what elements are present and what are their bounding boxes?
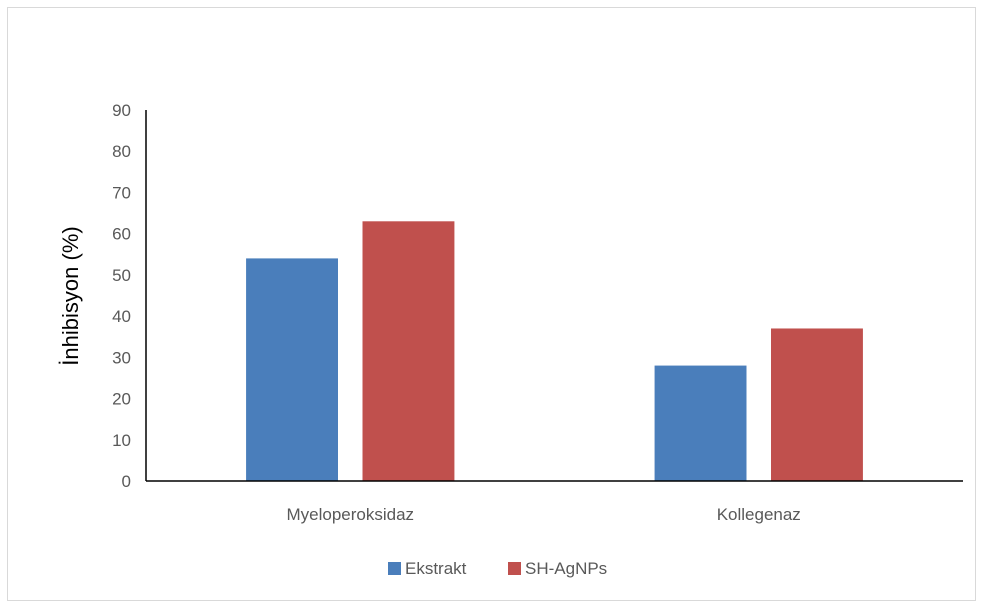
y-tick-label: 80 bbox=[112, 142, 131, 161]
x-category-labels: Myeloperoksidaz Kollegenaz bbox=[286, 505, 800, 524]
y-tick-label: 0 bbox=[122, 472, 131, 491]
bar-ekstrakt-1 bbox=[654, 365, 747, 481]
legend: Ekstrakt SH-AgNPs bbox=[388, 559, 607, 578]
chart-frame bbox=[7, 7, 976, 601]
y-tick-label: 30 bbox=[112, 348, 131, 367]
bar-sh-agnps-0 bbox=[362, 221, 455, 482]
bar-ekstrakt-0 bbox=[246, 258, 338, 481]
bar-sh-agnps-1 bbox=[771, 328, 863, 481]
legend-swatch-0 bbox=[388, 562, 401, 575]
y-tick-label: 70 bbox=[112, 183, 131, 202]
y-tick-labels: 0 10 20 30 40 50 60 70 80 90 bbox=[112, 101, 131, 491]
legend-label: SH-AgNPs bbox=[525, 559, 607, 578]
y-tick-label: 10 bbox=[112, 431, 131, 450]
y-axis-label: İnhibisyon (%) bbox=[58, 226, 83, 365]
y-tick-label: 50 bbox=[112, 266, 131, 285]
y-tick-label: 40 bbox=[112, 307, 131, 326]
legend-label: Ekstrakt bbox=[405, 559, 467, 578]
x-category-label: Kollegenaz bbox=[717, 505, 801, 524]
x-category-label: Myeloperoksidaz bbox=[286, 505, 414, 524]
bars-group bbox=[246, 221, 863, 482]
y-tick-label: 20 bbox=[112, 390, 131, 409]
y-tick-label: 90 bbox=[112, 101, 131, 120]
legend-swatch-1 bbox=[508, 562, 521, 575]
y-tick-label: 60 bbox=[112, 225, 131, 244]
